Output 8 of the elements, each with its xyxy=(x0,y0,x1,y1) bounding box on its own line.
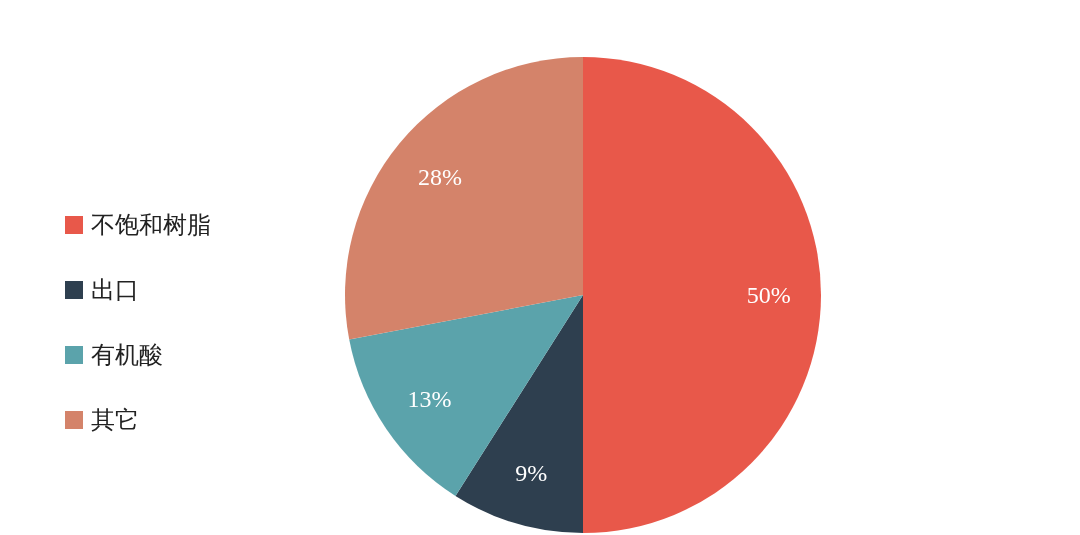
legend-label: 有机酸 xyxy=(91,341,163,369)
data-label: 13% xyxy=(407,386,452,413)
data-label: 9% xyxy=(515,460,548,487)
legend-label: 出口 xyxy=(91,276,139,304)
data-label: 28% xyxy=(417,163,462,190)
legend-label: 其它 xyxy=(91,406,139,434)
legend-label: 不饱和树脂 xyxy=(91,211,211,239)
data-label: 50% xyxy=(746,282,791,308)
